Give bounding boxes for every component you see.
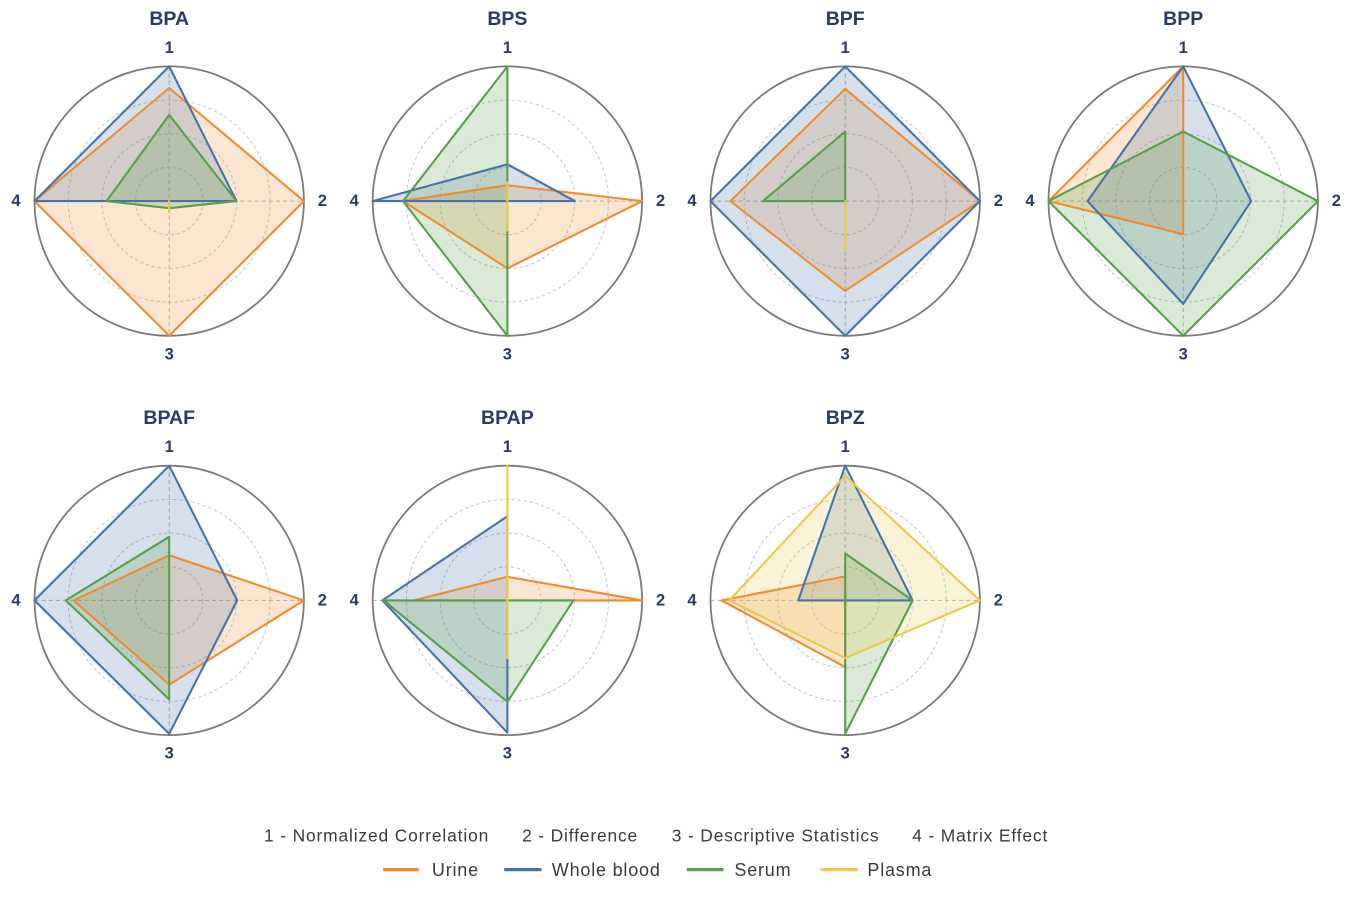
svg-text:2: 2 [656, 192, 665, 210]
svg-text:2: 2 [318, 192, 327, 210]
svg-text:2 - Difference: 2 - Difference [522, 826, 638, 846]
svg-text:1: 1 [503, 438, 512, 456]
svg-text:4: 4 [687, 591, 697, 609]
svg-text:2: 2 [994, 591, 1003, 609]
svg-text:BPAP: BPAP [481, 407, 534, 429]
svg-text:1: 1 [1179, 39, 1188, 57]
svg-text:4 - Matrix Effect: 4 - Matrix Effect [912, 826, 1048, 846]
svg-text:1: 1 [165, 438, 174, 456]
svg-text:1: 1 [165, 39, 174, 57]
svg-text:1: 1 [503, 39, 512, 57]
svg-text:4: 4 [1025, 192, 1035, 210]
svg-text:3: 3 [165, 745, 174, 763]
svg-text:3: 3 [841, 745, 850, 763]
svg-text:4: 4 [11, 591, 21, 609]
svg-text:3 - Descriptive Statistics: 3 - Descriptive Statistics [672, 826, 880, 846]
svg-text:1 - Normalized Correlation: 1 - Normalized Correlation [264, 826, 489, 846]
svg-text:BPZ: BPZ [826, 407, 865, 429]
svg-text:2: 2 [656, 591, 665, 609]
svg-text:3: 3 [1179, 345, 1188, 363]
svg-text:3: 3 [503, 745, 512, 763]
svg-text:1: 1 [841, 438, 850, 456]
svg-text:1: 1 [841, 39, 850, 57]
svg-text:BPAF: BPAF [143, 407, 195, 429]
svg-text:2: 2 [994, 192, 1003, 210]
svg-text:2: 2 [318, 591, 327, 609]
svg-text:3: 3 [503, 345, 512, 363]
svg-text:4: 4 [350, 192, 360, 210]
svg-text:BPF: BPF [826, 8, 865, 30]
svg-text:4: 4 [350, 591, 360, 609]
svg-text:BPA: BPA [149, 8, 189, 30]
svg-text:BPS: BPS [487, 8, 527, 30]
svg-text:Whole blood: Whole blood [552, 860, 661, 880]
svg-text:2: 2 [1332, 192, 1341, 210]
svg-text:4: 4 [687, 192, 697, 210]
svg-text:BPP: BPP [1163, 8, 1203, 30]
svg-text:4: 4 [11, 192, 21, 210]
svg-text:Urine: Urine [432, 860, 479, 880]
svg-text:Serum: Serum [734, 860, 791, 880]
svg-text:3: 3 [841, 345, 850, 363]
svg-text:Plasma: Plasma [867, 860, 932, 880]
svg-text:3: 3 [165, 345, 174, 363]
